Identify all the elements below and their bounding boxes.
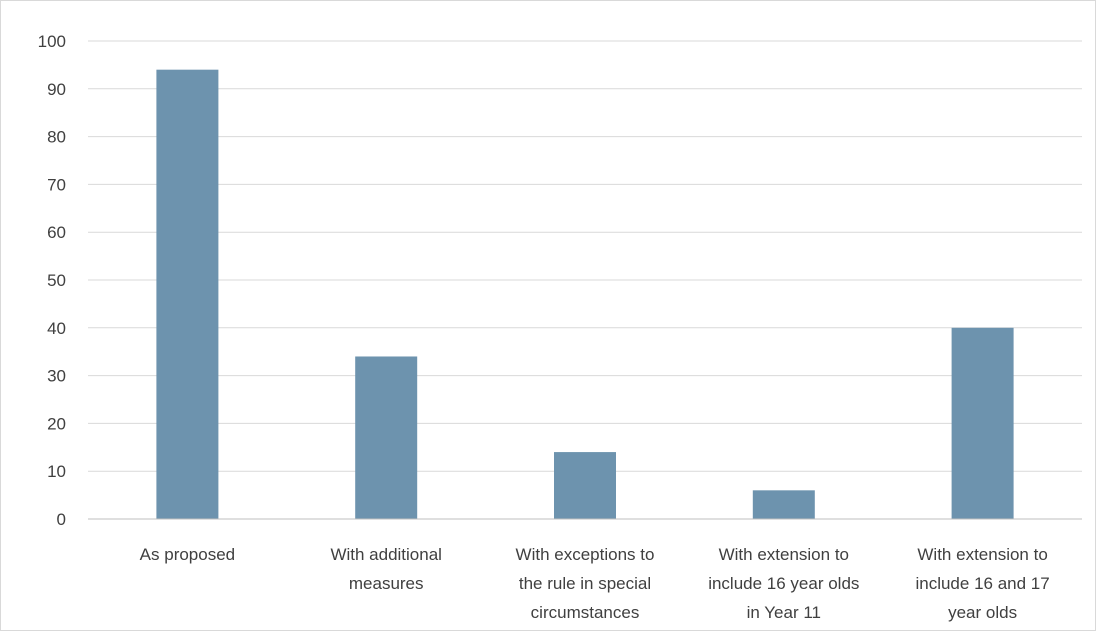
x-category-label: As proposed — [140, 545, 235, 564]
bar — [951, 327, 1014, 519]
bar — [156, 69, 219, 520]
y-tick-label: 50 — [47, 271, 66, 290]
x-category-label: With exceptions to the rule in special cir… — [516, 545, 655, 622]
x-category-label: With extension to include 16 year olds in … — [708, 545, 859, 622]
gridlines — [88, 40, 1082, 472]
bar — [355, 356, 418, 519]
y-tick-label: 100 — [38, 32, 66, 51]
y-tick-label: 30 — [47, 367, 66, 386]
y-tick-label: 0 — [57, 510, 66, 529]
y-tick-label: 90 — [47, 80, 66, 99]
x-category-label: With extension to include 16 and 17 year o… — [915, 545, 1049, 622]
y-tick-label: 10 — [47, 462, 66, 481]
x-category-labels: As proposed With additional measures With e… — [140, 545, 1050, 622]
bar — [554, 452, 616, 519]
bars — [156, 69, 1014, 520]
bar — [752, 490, 815, 519]
y-tick-label: 70 — [47, 175, 66, 194]
y-tick-label: 60 — [47, 223, 66, 242]
y-tick-label: 80 — [47, 128, 66, 147]
y-tick-labels: 0 10 20 30 40 50 60 70 80 90 100 — [38, 32, 66, 529]
y-tick-label: 20 — [47, 414, 66, 433]
y-tick-label: 40 — [47, 319, 66, 338]
x-category-label: With additional measures — [330, 545, 442, 593]
